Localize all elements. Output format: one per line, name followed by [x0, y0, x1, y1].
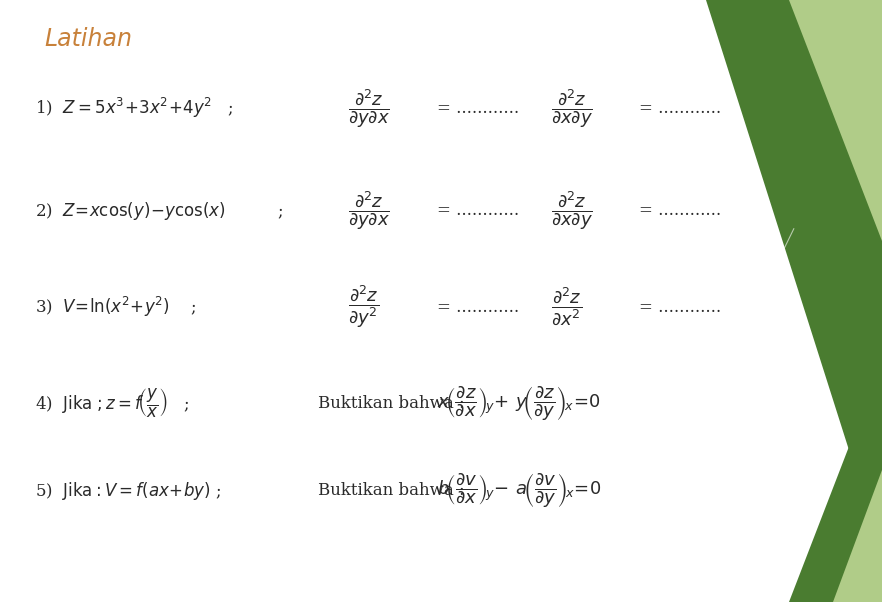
Text: 1)  $Z = 5x^3\!+\!3x^2\!+\!4y^2$   ;: 1) $Z = 5x^3\!+\!3x^2\!+\!4y^2$ ; — [35, 96, 234, 120]
Text: $\dfrac{\partial^2 z}{\partial y\partial x}$: $\dfrac{\partial^2 z}{\partial y\partial… — [348, 87, 391, 130]
Text: = ............: = ............ — [639, 202, 721, 219]
Text: $\dfrac{\partial^2 z}{\partial x\partial y}$: $\dfrac{\partial^2 z}{\partial x\partial… — [551, 87, 594, 130]
Polygon shape — [789, 361, 882, 602]
Text: = ............: = ............ — [437, 299, 519, 315]
Text: = ............: = ............ — [639, 299, 721, 315]
Text: $\dfrac{\partial^2 z}{\partial x^2}$: $\dfrac{\partial^2 z}{\partial x^2}$ — [551, 286, 582, 328]
Text: 5)  $\mathrm{Jika}: V = f(ax\!+\!by)$ ;: 5) $\mathrm{Jika}: V = f(ax\!+\!by)$ ; — [35, 480, 221, 501]
Text: $b\!\left(\dfrac{\partial v}{\partial x}\right)_{\!y}\!-\,a\!\left(\dfrac{\parti: $b\!\left(\dfrac{\partial v}{\partial x}… — [437, 471, 602, 510]
Text: = ............: = ............ — [639, 100, 721, 117]
Text: = ............: = ............ — [437, 202, 519, 219]
Text: Buktikan bahwa :: Buktikan bahwa : — [318, 395, 469, 412]
Text: ;: ; — [278, 202, 283, 219]
Text: 3)  $V\!=\!\ln(x^2\!+\!y^2)$    ;: 3) $V\!=\!\ln(x^2\!+\!y^2)$ ; — [35, 295, 197, 319]
Text: Buktikan bahwa :: Buktikan bahwa : — [318, 482, 469, 499]
Text: $\dfrac{\partial^2 z}{\partial y\partial x}$: $\dfrac{\partial^2 z}{\partial y\partial… — [348, 189, 391, 232]
Text: $\dfrac{\partial^2 z}{\partial y^2}$: $\dfrac{\partial^2 z}{\partial y^2}$ — [348, 284, 379, 330]
Text: = ............: = ............ — [437, 100, 519, 117]
Text: 4)  $\mathrm{Jika}\;; z = f\!\left(\dfrac{y}{x}\right)$   ;: 4) $\mathrm{Jika}\;; z = f\!\left(\dfrac… — [35, 386, 190, 420]
Text: Latihan: Latihan — [44, 27, 132, 51]
Text: $\dfrac{\partial^2 z}{\partial x\partial y}$: $\dfrac{\partial^2 z}{\partial x\partial… — [551, 189, 594, 232]
Text: 2)  $Z\!=\!x\cos(y)\!-\!y\cos(x)$: 2) $Z\!=\!x\cos(y)\!-\!y\cos(x)$ — [35, 200, 226, 222]
Polygon shape — [789, 0, 882, 241]
Polygon shape — [706, 0, 882, 554]
Polygon shape — [833, 470, 882, 602]
Text: $x\!\left(\dfrac{\partial z}{\partial x}\right)_{\!y}\!+\,y\!\left(\dfrac{\parti: $x\!\left(\dfrac{\partial z}{\partial x}… — [437, 384, 601, 423]
